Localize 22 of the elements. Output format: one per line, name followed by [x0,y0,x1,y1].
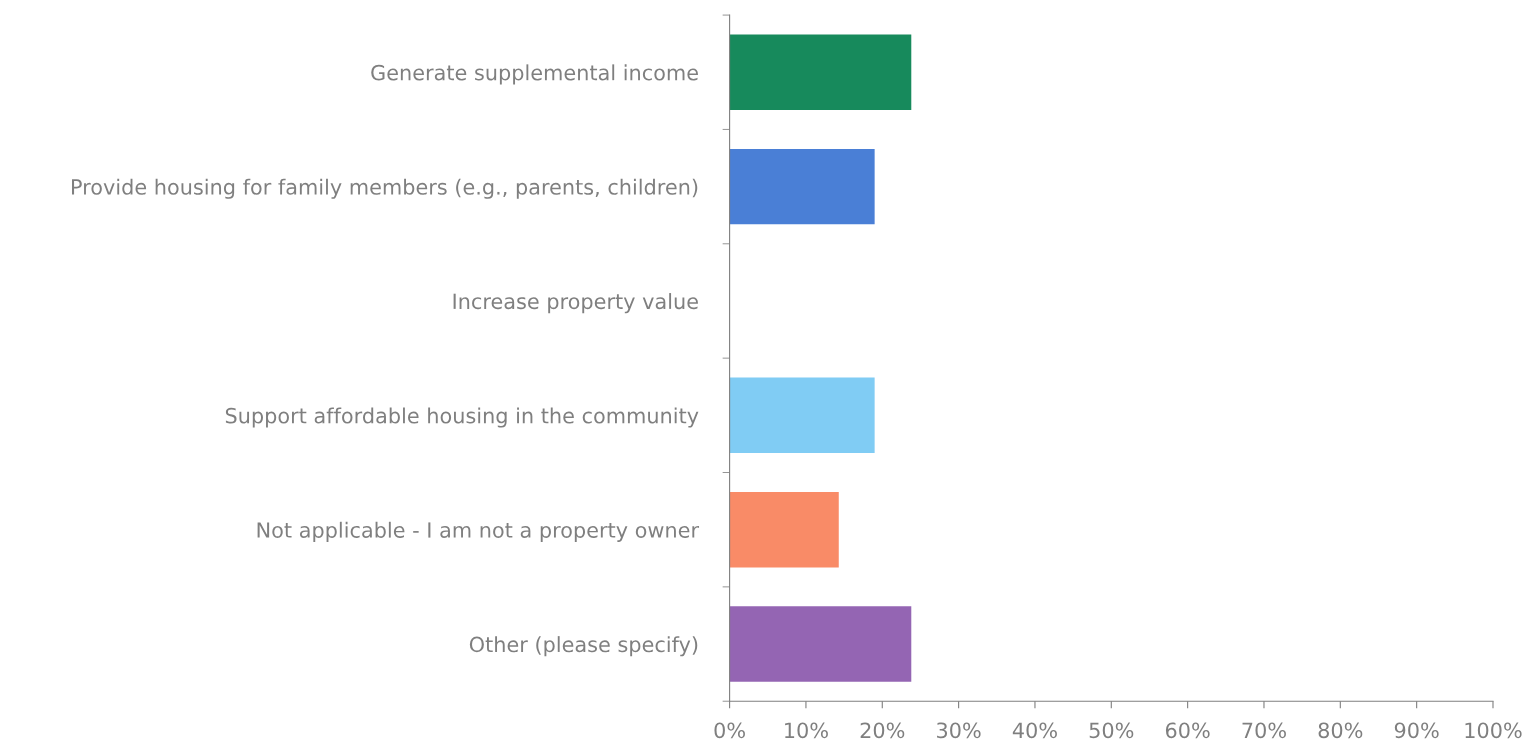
y-tick-label: Increase property value [453,293,698,314]
x-tick-label: 70% [1242,722,1286,739]
y-tick-label: Other (please specify) [469,636,698,657]
x-tick-label: 40% [1012,722,1057,739]
x-tick-label: 50% [1089,722,1134,739]
bar [729,606,912,682]
x-tick-label: 10% [785,722,828,739]
y-tick-label: Support affordable housing in the community [225,407,699,428]
x-tick-label: 60% [1165,722,1210,739]
bar [729,34,912,110]
x-tick-label: 100% [1465,722,1522,739]
y-tick-label: Not applicable - I am not a property owner [257,521,700,542]
y-tick-label: Provide housing for family members (e.g., parents, children) [72,178,698,199]
x-tick-label: 20% [860,722,905,739]
x-tick-label: 90% [1394,722,1439,739]
x-tick-label: 30% [937,722,981,739]
x-tick-label: 80% [1318,722,1363,739]
bar [729,148,875,225]
bar [729,377,875,454]
bar [729,491,839,568]
x-tick-label: 0% [714,722,745,739]
y-tick-label: Generate supplemental income [371,64,698,85]
